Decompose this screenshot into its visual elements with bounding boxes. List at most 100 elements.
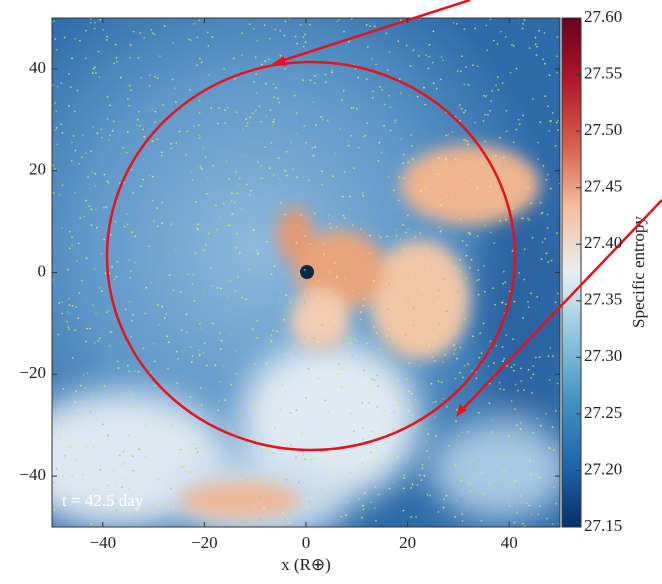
particle bbox=[223, 67, 226, 70]
particle bbox=[237, 275, 240, 278]
particle bbox=[56, 85, 59, 88]
particle bbox=[192, 23, 195, 25]
particle bbox=[393, 330, 396, 333]
particle bbox=[134, 435, 137, 438]
particle bbox=[512, 45, 515, 47]
particle bbox=[151, 140, 154, 143]
particle bbox=[69, 312, 71, 315]
particle bbox=[90, 224, 93, 227]
particle bbox=[530, 292, 532, 295]
particle bbox=[504, 216, 506, 218]
particle bbox=[189, 39, 192, 42]
particle bbox=[438, 330, 441, 332]
particle bbox=[61, 227, 64, 230]
particle bbox=[295, 210, 298, 213]
particle bbox=[212, 164, 215, 167]
particle bbox=[67, 495, 69, 498]
particle bbox=[318, 295, 321, 298]
particle bbox=[172, 42, 174, 44]
particle bbox=[193, 443, 195, 446]
particle bbox=[400, 92, 402, 94]
particle bbox=[520, 367, 522, 370]
particle bbox=[426, 450, 428, 452]
particle bbox=[273, 452, 275, 455]
particle bbox=[380, 334, 383, 337]
particle bbox=[74, 149, 77, 152]
colorbar-tick-label: 27.35 bbox=[584, 290, 622, 309]
particle bbox=[350, 343, 353, 345]
particle bbox=[363, 492, 366, 494]
particle bbox=[223, 189, 226, 191]
particle bbox=[374, 507, 376, 509]
particle bbox=[456, 290, 459, 293]
particle bbox=[324, 399, 327, 402]
particle bbox=[82, 134, 84, 137]
particle bbox=[258, 105, 261, 108]
particle bbox=[447, 444, 450, 447]
particle bbox=[502, 166, 505, 168]
particle bbox=[526, 217, 529, 220]
particle bbox=[427, 433, 430, 436]
particle bbox=[338, 373, 341, 375]
particle bbox=[437, 173, 440, 176]
particle bbox=[477, 411, 480, 414]
particle bbox=[431, 401, 434, 404]
particle bbox=[408, 390, 410, 393]
particle bbox=[362, 504, 364, 507]
particle bbox=[220, 339, 223, 342]
particle bbox=[521, 27, 524, 30]
particle bbox=[453, 352, 456, 355]
x-tick-label: −20 bbox=[191, 533, 218, 552]
particle bbox=[307, 293, 309, 296]
particle bbox=[111, 266, 113, 268]
colorbar-tick-label: 27.15 bbox=[584, 516, 622, 535]
particle bbox=[447, 133, 450, 136]
particle bbox=[267, 58, 270, 61]
particle bbox=[381, 89, 384, 91]
particle bbox=[389, 106, 392, 109]
particle bbox=[415, 516, 417, 518]
particle bbox=[365, 384, 367, 387]
particle bbox=[441, 246, 444, 249]
particle bbox=[291, 168, 294, 171]
particle bbox=[314, 146, 316, 148]
particle bbox=[431, 356, 434, 359]
particle bbox=[422, 179, 425, 182]
particle bbox=[451, 131, 454, 133]
particle bbox=[127, 364, 129, 367]
particle bbox=[331, 71, 333, 74]
particle bbox=[198, 354, 201, 356]
particle bbox=[52, 191, 55, 194]
particle bbox=[284, 169, 287, 172]
particle bbox=[373, 325, 375, 328]
particle bbox=[425, 185, 428, 188]
particle bbox=[531, 448, 534, 450]
particle bbox=[348, 40, 350, 43]
particle bbox=[202, 292, 205, 295]
particle bbox=[238, 177, 241, 180]
particle bbox=[189, 88, 192, 91]
particle bbox=[474, 213, 477, 216]
particle bbox=[234, 290, 237, 293]
particle bbox=[231, 429, 234, 432]
particle bbox=[376, 406, 379, 408]
particle bbox=[140, 185, 142, 188]
particle bbox=[464, 178, 467, 181]
particle bbox=[546, 469, 548, 471]
particle bbox=[471, 370, 473, 372]
particle bbox=[468, 504, 470, 507]
particle bbox=[265, 115, 267, 118]
particle bbox=[96, 226, 98, 229]
particle bbox=[388, 327, 391, 330]
particle bbox=[342, 214, 345, 217]
particle bbox=[534, 36, 537, 39]
particle bbox=[495, 504, 497, 507]
particle bbox=[85, 152, 87, 155]
particle bbox=[233, 201, 236, 204]
particle bbox=[153, 360, 156, 363]
particle bbox=[368, 306, 370, 309]
particle bbox=[71, 475, 73, 478]
particle bbox=[484, 96, 487, 98]
particle bbox=[362, 427, 364, 429]
particle bbox=[296, 176, 298, 179]
